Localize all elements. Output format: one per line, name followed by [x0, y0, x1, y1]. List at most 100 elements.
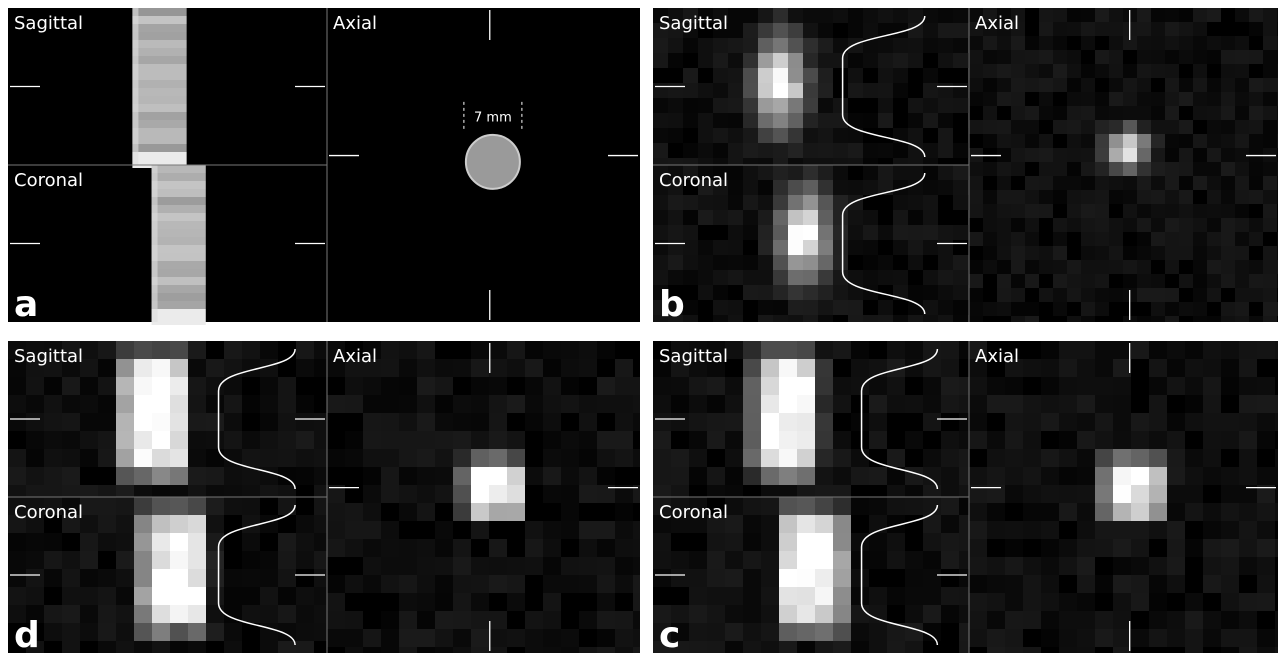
pixel [278, 551, 296, 569]
pixel [725, 485, 743, 497]
pixel [170, 431, 188, 449]
pixel [941, 497, 959, 515]
pixel [543, 395, 561, 413]
pixel [152, 533, 170, 551]
pixel [797, 431, 815, 449]
pixel [1131, 575, 1149, 593]
pixel [997, 120, 1011, 134]
pixel [597, 395, 615, 413]
pixel [62, 377, 80, 395]
pixel [381, 611, 399, 629]
pixel [1235, 8, 1249, 22]
pixel [863, 315, 878, 322]
pixel [997, 302, 1011, 316]
pixel [1149, 467, 1167, 485]
pixel [134, 449, 152, 467]
pixel [170, 341, 188, 359]
pixel [1113, 485, 1131, 503]
pixel [1235, 134, 1249, 148]
pixel [969, 467, 987, 485]
pixel [1165, 176, 1179, 190]
pixel [206, 623, 224, 641]
pixel [818, 113, 833, 128]
pixel [1179, 190, 1193, 204]
pixel [1137, 92, 1151, 106]
pixel [1179, 274, 1193, 288]
pixel [818, 315, 833, 322]
pixel [1203, 341, 1221, 359]
pixel [1059, 467, 1077, 485]
pixel [969, 260, 983, 274]
pixel [728, 8, 743, 23]
pixel [1203, 521, 1221, 539]
pixel [152, 497, 170, 515]
pixel [417, 449, 435, 467]
pixel [773, 195, 788, 210]
pixel [779, 587, 797, 605]
pixel [1025, 64, 1039, 78]
pixel [98, 341, 116, 359]
pixel [1263, 218, 1277, 232]
pixel [543, 377, 561, 395]
pixel [1109, 134, 1123, 148]
pixel [381, 413, 399, 431]
pixel [152, 605, 170, 623]
pixel [908, 8, 923, 23]
pixel [399, 449, 417, 467]
pixel [848, 180, 863, 195]
pixel [863, 53, 878, 68]
pixel [997, 50, 1011, 64]
pixel [1179, 162, 1193, 176]
pixel [893, 270, 908, 285]
pixel [941, 449, 959, 467]
pixel [507, 359, 525, 377]
pixel [1095, 64, 1109, 78]
pixel [953, 83, 968, 98]
pixel [923, 413, 941, 431]
pixel [1039, 246, 1053, 260]
pixel [668, 195, 683, 210]
pixel [725, 377, 743, 395]
pixel [707, 431, 725, 449]
pixel [997, 204, 1011, 218]
pixel [671, 395, 689, 413]
pixel [242, 497, 260, 515]
pixel [1025, 232, 1039, 246]
pixel [725, 431, 743, 449]
pixel [788, 165, 803, 180]
pixel [1131, 503, 1149, 521]
pixel [863, 255, 878, 270]
pixel [242, 551, 260, 569]
pixel [887, 449, 905, 467]
pixel [1077, 593, 1095, 611]
pixel [959, 533, 969, 551]
pixel [1165, 22, 1179, 36]
pixel [923, 210, 938, 225]
pixel [296, 413, 314, 431]
pixel [314, 341, 327, 359]
pixel [633, 557, 640, 575]
pixel [134, 587, 152, 605]
pixel [893, 68, 908, 83]
pixel [887, 497, 905, 515]
pixel [1207, 260, 1221, 274]
pixel [743, 83, 758, 98]
pixel [959, 431, 969, 449]
pixel [1179, 148, 1193, 162]
pixel [1095, 176, 1109, 190]
pixel [803, 270, 818, 285]
pixel [725, 533, 743, 551]
pixel [363, 485, 381, 503]
pixel [26, 431, 44, 449]
pixel [1151, 274, 1165, 288]
pixel [188, 605, 206, 623]
pixel [1095, 359, 1113, 377]
pixel [743, 225, 758, 240]
pixel [98, 359, 116, 377]
pixel [743, 143, 758, 158]
stripe [132, 24, 186, 32]
pixel [98, 605, 116, 623]
pixel [363, 629, 381, 647]
pixel [887, 485, 905, 497]
pixel [1263, 64, 1277, 78]
